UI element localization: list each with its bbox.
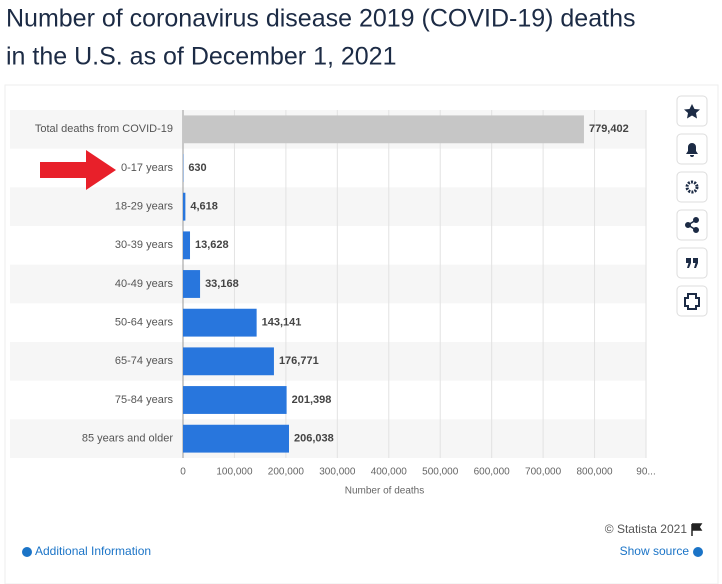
- category-label: 30-39 years: [115, 239, 174, 251]
- value-label: 176,771: [279, 355, 319, 367]
- x-tick-label: 400,000: [371, 467, 408, 478]
- bar: [183, 386, 287, 414]
- category-label: 40-49 years: [115, 278, 174, 290]
- cite-button[interactable]: [676, 247, 708, 279]
- category-label: 65-74 years: [115, 355, 174, 367]
- plot: 0 100,000 200,000 300,000 400,000 500,000 600,…: [10, 110, 656, 497]
- source-credit: © Statista 2021: [605, 522, 688, 536]
- share-icon: [685, 217, 699, 233]
- flag-icon: [691, 523, 703, 536]
- x-tick-label: 600,000: [474, 467, 511, 478]
- bar: [183, 424, 289, 453]
- category-label: 0-17 years: [121, 162, 173, 174]
- category-label: 18-29 years: [115, 201, 174, 213]
- bar: [183, 231, 191, 260]
- toolbar: [676, 95, 708, 317]
- x-tick-label: 800,000: [576, 467, 613, 478]
- category-label: 75-84 years: [115, 394, 174, 406]
- star-icon: [684, 104, 700, 119]
- gear-icon: [685, 180, 699, 194]
- value-label: 779,402: [589, 123, 629, 135]
- value-label: 201,398: [292, 394, 332, 406]
- value-label: 206,038: [294, 433, 334, 445]
- x-tick-label: 100,000: [216, 467, 253, 478]
- bar: [183, 308, 257, 337]
- x-tick-label: 700,000: [525, 467, 562, 478]
- row-stripe: [10, 187, 646, 226]
- row-stripe: [10, 342, 646, 381]
- bar: [183, 270, 201, 298]
- chart-title: in the U.S. as of December 1, 2021: [6, 43, 397, 71]
- bell-icon: [686, 143, 698, 157]
- category-label: Total deaths from COVID-19: [35, 123, 173, 135]
- value-label: 13,628: [195, 239, 229, 251]
- value-label: 4,618: [190, 201, 218, 213]
- share-button[interactable]: [676, 209, 708, 241]
- print-icon: [684, 293, 700, 310]
- print-button[interactable]: [676, 285, 708, 317]
- category-label: 85 years and older: [82, 433, 173, 445]
- info-icon: [22, 547, 32, 557]
- chart-title: Number of coronavirus disease 2019 (COVI…: [6, 5, 635, 33]
- x-tick-label: 200,000: [268, 467, 305, 478]
- show-source-link[interactable]: Show source: [620, 544, 690, 558]
- x-tick-label: 500,000: [422, 467, 459, 478]
- additional-information-link[interactable]: Additional Information: [35, 544, 151, 558]
- value-label: 143,141: [262, 317, 302, 329]
- bar: [183, 115, 584, 144]
- row-stripe: [10, 264, 646, 304]
- x-tick-label: 300,000: [319, 467, 356, 478]
- x-axis-label: Number of deaths: [345, 486, 425, 497]
- row-stripe: [10, 419, 646, 458]
- value-label: 630: [188, 162, 206, 174]
- info-icon: [693, 547, 703, 557]
- bar: [183, 192, 186, 221]
- quote-icon: [686, 258, 698, 268]
- bar: [183, 347, 274, 376]
- x-tick-label: 90...: [636, 467, 655, 478]
- x-tick-label: 0: [180, 467, 186, 478]
- card: [4, 84, 719, 584]
- category-label: 50-64 years: [115, 317, 174, 329]
- value-label: 33,168: [205, 278, 239, 290]
- red-arrow: [40, 150, 116, 190]
- settings-button[interactable]: [676, 171, 708, 203]
